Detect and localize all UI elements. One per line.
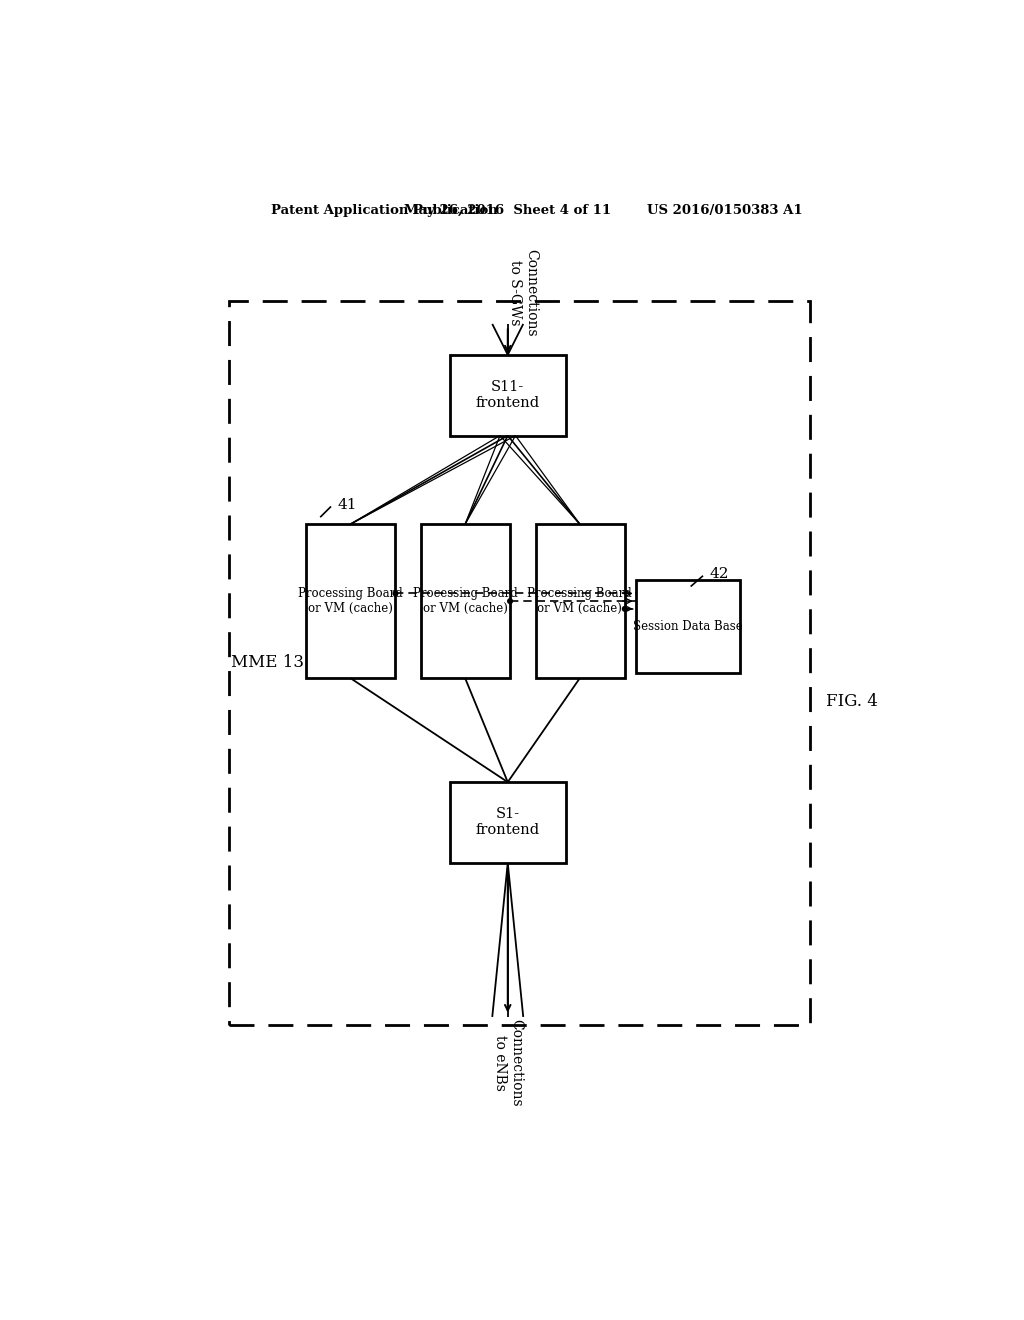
Circle shape [623,607,627,611]
Text: Processing Board
or VM (cache): Processing Board or VM (cache) [298,587,402,615]
Text: Connections
to eNBs: Connections to eNBs [493,1019,523,1107]
Text: 41: 41 [337,498,356,512]
Text: Session Data Base: Session Data Base [633,620,742,634]
Bar [421,524,510,678]
Text: S11-
frontend: S11- frontend [476,380,540,411]
Bar [306,524,395,678]
Bar [536,524,625,678]
Text: MME 13: MME 13 [231,655,304,672]
Text: Connections
to S-GWs: Connections to S-GWs [508,249,539,337]
Bar [450,781,566,863]
Bar [450,355,566,436]
Text: Patent Application Publication: Patent Application Publication [271,205,498,218]
Bar [636,581,740,673]
Circle shape [393,591,397,595]
Text: S1-
frontend: S1- frontend [476,807,540,837]
Text: US 2016/0150383 A1: US 2016/0150383 A1 [646,205,802,218]
Bar [228,301,810,1024]
Text: Processing Board
or VM (cache): Processing Board or VM (cache) [527,587,632,615]
Text: Processing Board
or VM (cache): Processing Board or VM (cache) [413,587,517,615]
Text: 42: 42 [710,568,729,581]
Text: May 26, 2016  Sheet 4 of 11: May 26, 2016 Sheet 4 of 11 [404,205,611,218]
Circle shape [508,599,512,603]
Text: FIG. 4: FIG. 4 [825,693,878,710]
